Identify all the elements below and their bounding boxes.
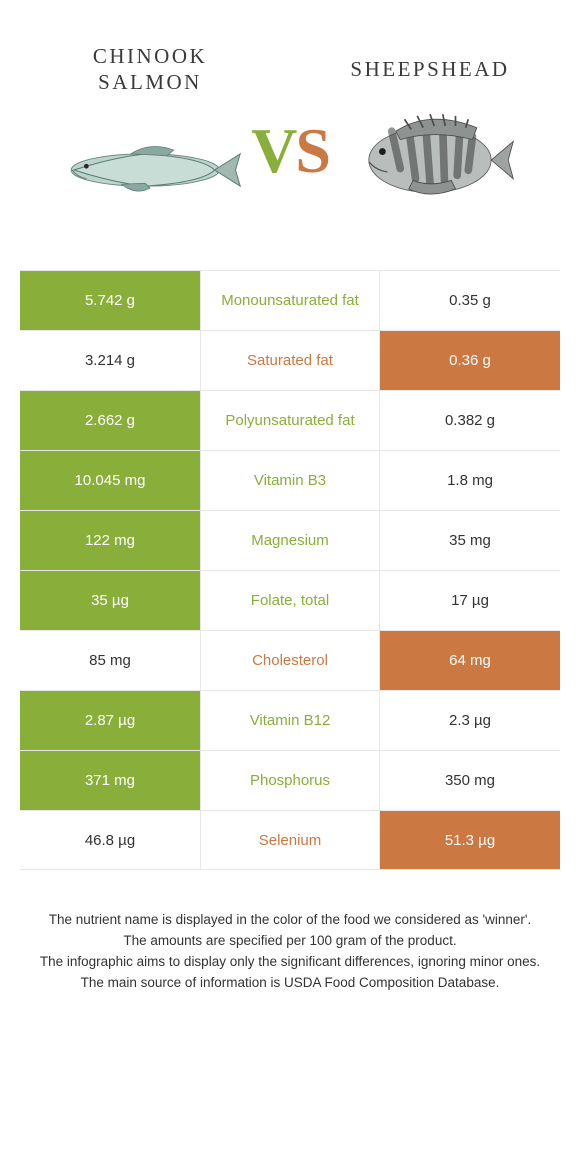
footnotes: The nutrient name is displayed in the co… <box>30 910 550 994</box>
value-right: 17 µg <box>380 571 560 630</box>
nutrient-label: Monounsaturated fat <box>200 271 380 330</box>
value-right: 2.3 µg <box>380 691 560 750</box>
nutrient-label: Vitamin B3 <box>200 451 380 510</box>
food-a-image <box>55 125 245 215</box>
nutrient-label: Magnesium <box>200 511 380 570</box>
nutrient-label: Vitamin B12 <box>200 691 380 750</box>
value-left: 2.662 g <box>20 391 200 450</box>
nutrient-label: Selenium <box>200 811 380 869</box>
comparison-table: 5.742 gMonounsaturated fat0.35 g3.214 gS… <box>20 270 560 870</box>
table-row: 35 µgFolate, total17 µg <box>20 570 560 630</box>
footnote-line: The infographic aims to display only the… <box>30 952 550 973</box>
table-row: 122 mgMagnesium35 mg <box>20 510 560 570</box>
footnote-line: The nutrient name is displayed in the co… <box>30 910 550 931</box>
vs-s: S <box>295 115 329 186</box>
table-row: 371 mgPhosphorus350 mg <box>20 750 560 810</box>
value-right: 350 mg <box>380 751 560 810</box>
nutrient-label: Polyunsaturated fat <box>200 391 380 450</box>
nutrient-label: Saturated fat <box>200 331 380 390</box>
table-row: 10.045 mgVitamin B31.8 mg <box>20 450 560 510</box>
food-b-title: Sheepshead <box>350 56 509 82</box>
value-right: 1.8 mg <box>380 451 560 510</box>
table-row: 2.662 gPolyunsaturated fat0.382 g <box>20 390 560 450</box>
food-a-title: Chinook salmon <box>40 43 260 96</box>
footnote-line: The amounts are specified per 100 gram o… <box>30 931 550 952</box>
vs-label: VS <box>251 114 329 188</box>
value-left: 122 mg <box>20 511 200 570</box>
value-left: 5.742 g <box>20 271 200 330</box>
vs-v: V <box>251 115 295 186</box>
comparison-header: Chinook salmon VS Sheepshead <box>0 0 580 270</box>
value-right: 64 mg <box>380 631 560 690</box>
nutrient-label: Phosphorus <box>200 751 380 810</box>
value-left: 3.214 g <box>20 331 200 390</box>
nutrient-label: Folate, total <box>200 571 380 630</box>
footnote-line: The main source of information is USDA F… <box>30 973 550 994</box>
value-left: 35 µg <box>20 571 200 630</box>
food-b-column: Sheepshead <box>320 56 540 202</box>
value-left: 2.87 µg <box>20 691 200 750</box>
value-left: 10.045 mg <box>20 451 200 510</box>
value-left: 85 mg <box>20 631 200 690</box>
table-row: 5.742 gMonounsaturated fat0.35 g <box>20 270 560 330</box>
food-b-image <box>335 112 525 202</box>
value-right: 51.3 µg <box>380 811 560 869</box>
table-row: 2.87 µgVitamin B122.3 µg <box>20 690 560 750</box>
value-right: 35 mg <box>380 511 560 570</box>
table-row: 3.214 gSaturated fat0.36 g <box>20 330 560 390</box>
value-left: 371 mg <box>20 751 200 810</box>
food-a-column: Chinook salmon <box>40 43 260 216</box>
table-row: 46.8 µgSelenium51.3 µg <box>20 810 560 870</box>
value-right: 0.36 g <box>380 331 560 390</box>
value-right: 0.35 g <box>380 271 560 330</box>
nutrient-label: Cholesterol <box>200 631 380 690</box>
value-left: 46.8 µg <box>20 811 200 869</box>
table-row: 85 mgCholesterol64 mg <box>20 630 560 690</box>
value-right: 0.382 g <box>380 391 560 450</box>
